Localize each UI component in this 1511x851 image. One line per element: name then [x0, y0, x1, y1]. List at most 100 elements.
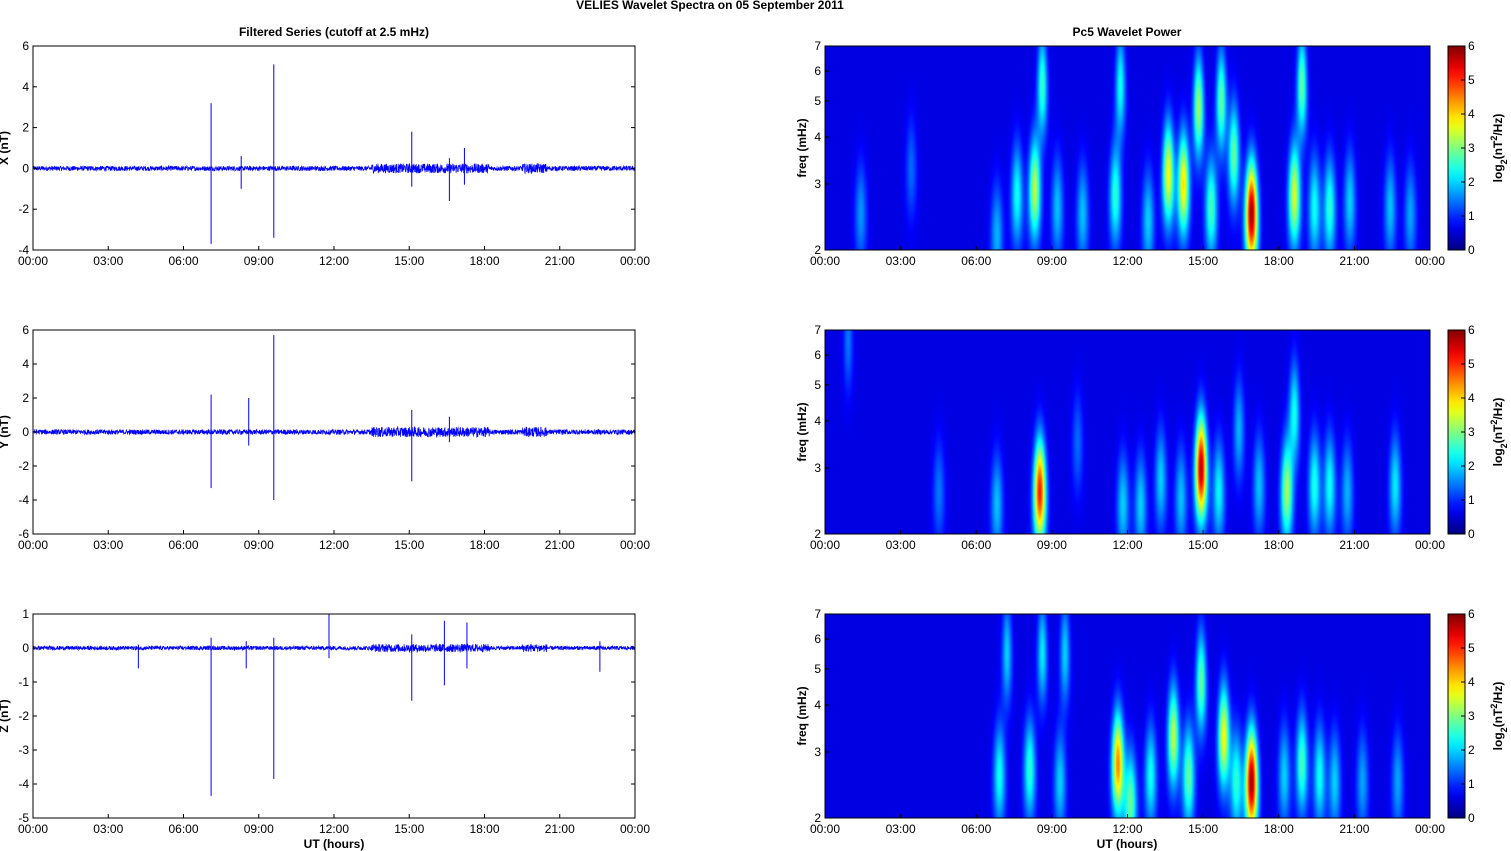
y-wavelet-y-tick-label: 5: [814, 378, 821, 392]
x-wavelet-colorbar-tick-label: 3: [1468, 141, 1475, 155]
x-wavelet-colorbar-tick-label: 0: [1468, 243, 1475, 257]
x-series-x-tick-label: 09:00: [244, 254, 274, 268]
z-wavelet-x-tick-label: 00:00: [1415, 822, 1445, 836]
x-series-ylabel: X (nT): [0, 131, 11, 165]
y-wavelet-y-tick-label: 3: [814, 461, 821, 475]
y-series-y-tick-label: -2: [18, 459, 29, 473]
y-wavelet-y-tick-label: 4: [814, 414, 821, 428]
z-wavelet-colorbar-tick-label: 6: [1468, 607, 1475, 621]
z-wavelet-x-tick-label: 03:00: [886, 822, 916, 836]
x-wavelet-colorbar-label: log2(nT2/Hz): [1489, 114, 1509, 183]
z-series-x-tick-label: 00:00: [620, 822, 650, 836]
y-series-x-tick-label: 18:00: [469, 538, 499, 552]
y-series-trace: [33, 425, 635, 439]
y-wavelet-x-tick-label: 06:00: [961, 538, 991, 552]
y-wavelet-x-tick-label: 00:00: [810, 538, 840, 552]
x-series-y-tick-label: -2: [18, 202, 29, 216]
z-wavelet-y-tick-label: 6: [814, 632, 821, 646]
z-series-y-tick-label: 0: [22, 641, 29, 655]
y-wavelet-colorbar-tick-label: 6: [1468, 323, 1475, 337]
x-series-y-tick-label: 2: [22, 121, 29, 135]
x-series-y-tick-label: 4: [22, 80, 29, 94]
z-wavelet-colorbar-tick-label: 0: [1468, 811, 1475, 825]
y-series-x-tick-label: 03:00: [93, 538, 123, 552]
x-wavelet-y-tick-label: 7: [814, 39, 821, 53]
z-wavelet-x-tick-label: 09:00: [1037, 822, 1067, 836]
x-series-x-tick-label: 03:00: [93, 254, 123, 268]
x-wavelet-y-tick-label: 6: [814, 64, 821, 78]
z-series-y-tick-label: -4: [18, 777, 29, 791]
y-series-y-tick-label: 2: [22, 391, 29, 405]
y-series-y-tick-label: -4: [18, 493, 29, 507]
y-wavelet-power-canvas: [825, 330, 1430, 534]
y-wavelet-x-tick-label: 03:00: [886, 538, 916, 552]
y-series-x-tick-label: 09:00: [244, 538, 274, 552]
y-series-x-tick-label: 06:00: [168, 538, 198, 552]
z-wavelet-colorbar-tick-label: 1: [1468, 777, 1475, 791]
z-series-y-tick-label: 1: [22, 607, 29, 621]
x-wavelet-x-tick-label: 03:00: [886, 254, 916, 268]
z-series-y-tick-label: -2: [18, 709, 29, 723]
z-wavelet-x-tick-label: 15:00: [1188, 822, 1218, 836]
z-wavelet-colorbar: 0 1 2 3 4 5 6 log2(nT2/Hz): [1447, 607, 1509, 825]
z-series-y-tick-label: -1: [18, 675, 29, 689]
z-wavelet-y-tick-label: 3: [814, 745, 821, 759]
x-wavelet-x-tick-label: 15:00: [1188, 254, 1218, 268]
y-wavelet-panel: 2 3 4 5 6 7 00:00 03:00 06:00 09:00 12:00 15:00 18:0…: [795, 323, 1509, 552]
z-wavelet-panel: 2 3 4 5 6 7 00:00 03:00 06:00 09:00 12:00 15:00 18:0…: [795, 607, 1509, 836]
figure-suptitle: VELIES Wavelet Spectra on 05 September 2…: [576, 0, 844, 12]
x-wavelet-ylabel: freq (mHz): [795, 118, 809, 177]
x-series-x-tick-label: 21:00: [545, 254, 575, 268]
z-series-trace: [33, 643, 635, 654]
y-wavelet-colorbar-tick-label: 1: [1468, 493, 1475, 507]
x-wavelet-colorbar-tick-label: 1: [1468, 209, 1475, 223]
x-series-plot-area: [33, 46, 635, 250]
y-wavelet-colorbar-tick-label: 0: [1468, 527, 1475, 541]
y-series-x-tick-label: 21:00: [545, 538, 575, 552]
z-wavelet-x-tick-label: 00:00: [810, 822, 840, 836]
left-xlabel: UT (hours): [304, 837, 365, 851]
y-series-ylabel: Y (nT): [0, 415, 11, 449]
z-wavelet-colorbar-label: log2(nT2/Hz): [1489, 682, 1509, 751]
x-wavelet-x-tick-label: 18:00: [1264, 254, 1294, 268]
z-wavelet-power-image: [825, 614, 1430, 818]
x-series-x-tick-label: 12:00: [319, 254, 349, 268]
z-series-x-tick-label: 12:00: [319, 822, 349, 836]
y-series-panel: -6 -4 -2 0 2 4 6 00:00 03:00 06:00 09:00 12:00 15:00…: [0, 323, 650, 552]
z-series-x-tick-label: 00:00: [18, 822, 48, 836]
x-series-x-tick-label: 18:00: [469, 254, 499, 268]
x-wavelet-colorbar-tick-label: 5: [1468, 73, 1475, 87]
y-series-y-tick-label: 0: [22, 425, 29, 439]
x-series-panel: -4 -2 0 2 4 6 00:00 03:00 06:00 09:00 12:00 15:00 18…: [0, 39, 650, 268]
y-wavelet-x-tick-label: 21:00: [1339, 538, 1369, 552]
y-wavelet-y-tick-label: 7: [814, 323, 821, 337]
y-series-y-tick-label: 6: [22, 323, 29, 337]
x-wavelet-y-tick-label: 4: [814, 130, 821, 144]
z-wavelet-x-tick-label: 06:00: [961, 822, 991, 836]
y-wavelet-colorbar-label: log2(nT2/Hz): [1489, 398, 1509, 467]
z-series-panel: -5 -4 -3 -2 -1 0 1 00:00 03:00 06:00 09:00 12:00 15:…: [0, 607, 650, 836]
x-wavelet-x-tick-label: 00:00: [810, 254, 840, 268]
x-wavelet-colorbar-tick-label: 4: [1468, 107, 1475, 121]
y-wavelet-y-tick-label: 2: [814, 527, 821, 541]
y-wavelet-x-tick-label: 12:00: [1112, 538, 1142, 552]
x-wavelet-x-tick-label: 00:00: [1415, 254, 1445, 268]
z-series-x-tick-label: 09:00: [244, 822, 274, 836]
y-series-y-tick-label: -6: [18, 527, 29, 541]
z-series-y-tick-label: -5: [18, 811, 29, 825]
y-wavelet-colorbar-tick-label: 5: [1468, 357, 1475, 371]
y-series-y-tick-label: 4: [22, 357, 29, 371]
z-wavelet-colorbar-tick-label: 5: [1468, 641, 1475, 655]
z-wavelet-y-tick-label: 4: [814, 698, 821, 712]
x-wavelet-x-tick-label: 21:00: [1339, 254, 1369, 268]
y-wavelet-y-tick-label: 6: [814, 348, 821, 362]
z-wavelet-y-tick-label: 7: [814, 607, 821, 621]
x-wavelet-colorbar: 0 1 2 3 4 5 6 log2(nT2/Hz): [1447, 39, 1509, 257]
x-wavelet-colorbar-tick-label: 2: [1468, 175, 1475, 189]
z-series-x-tick-label: 18:00: [469, 822, 499, 836]
z-wavelet-colorbar-tick-label: 3: [1468, 709, 1475, 723]
y-wavelet-colorbar: 0 1 2 3 4 5 6 log2(nT2/Hz): [1447, 323, 1509, 541]
x-wavelet-power-canvas: [825, 46, 1430, 250]
z-series-x-tick-label: 21:00: [545, 822, 575, 836]
